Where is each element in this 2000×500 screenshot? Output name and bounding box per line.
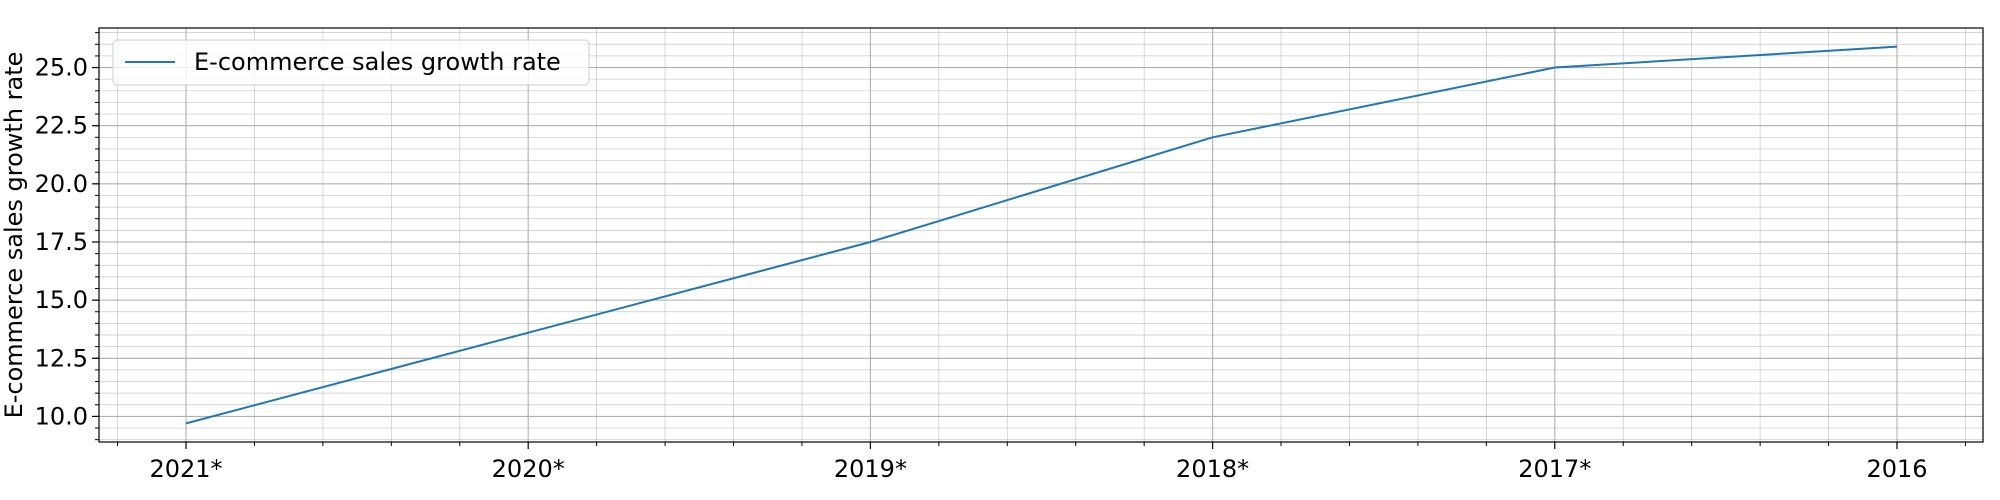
y-axis: 10.0 12.5 15.0 17.5 20.0 22.5 25.0	[35, 32, 99, 441]
legend-label: E-commerce sales growth rate	[194, 48, 561, 76]
x-tick-label: 2020*	[492, 455, 565, 483]
axes-frame	[98, 27, 1984, 443]
x-tick-label: 2016	[1866, 455, 1927, 483]
y-tick-label: 15.0	[35, 286, 88, 314]
legend-box	[112, 39, 590, 86]
plot-frame	[98, 27, 1984, 443]
y-tick-label: 10.0	[35, 402, 88, 430]
x-axis: 2021* 2020* 2019* 2018* 2017* 2016	[117, 442, 1966, 483]
y-tick-label: 17.5	[35, 228, 88, 256]
y-tick-label: 20.0	[35, 170, 88, 198]
y-axis-title: E-commerce sales growth rate	[0, 52, 28, 419]
x-tick-label: 2018*	[1176, 455, 1249, 483]
legend[interactable]: E-commerce sales growth rate	[112, 39, 590, 86]
series-line	[185, 45, 1898, 425]
y-tick-label: 25.0	[35, 54, 88, 82]
y-tick-label: 12.5	[35, 344, 88, 372]
x-tick-label: 2017*	[1518, 455, 1591, 483]
major-grid	[99, 28, 1983, 442]
x-tick-label: 2021*	[149, 455, 222, 483]
x-tick-label: 2019*	[834, 455, 907, 483]
minor-grid	[99, 28, 1983, 442]
y-tick-label: 22.5	[35, 112, 88, 140]
series-layer	[185, 45, 1898, 425]
